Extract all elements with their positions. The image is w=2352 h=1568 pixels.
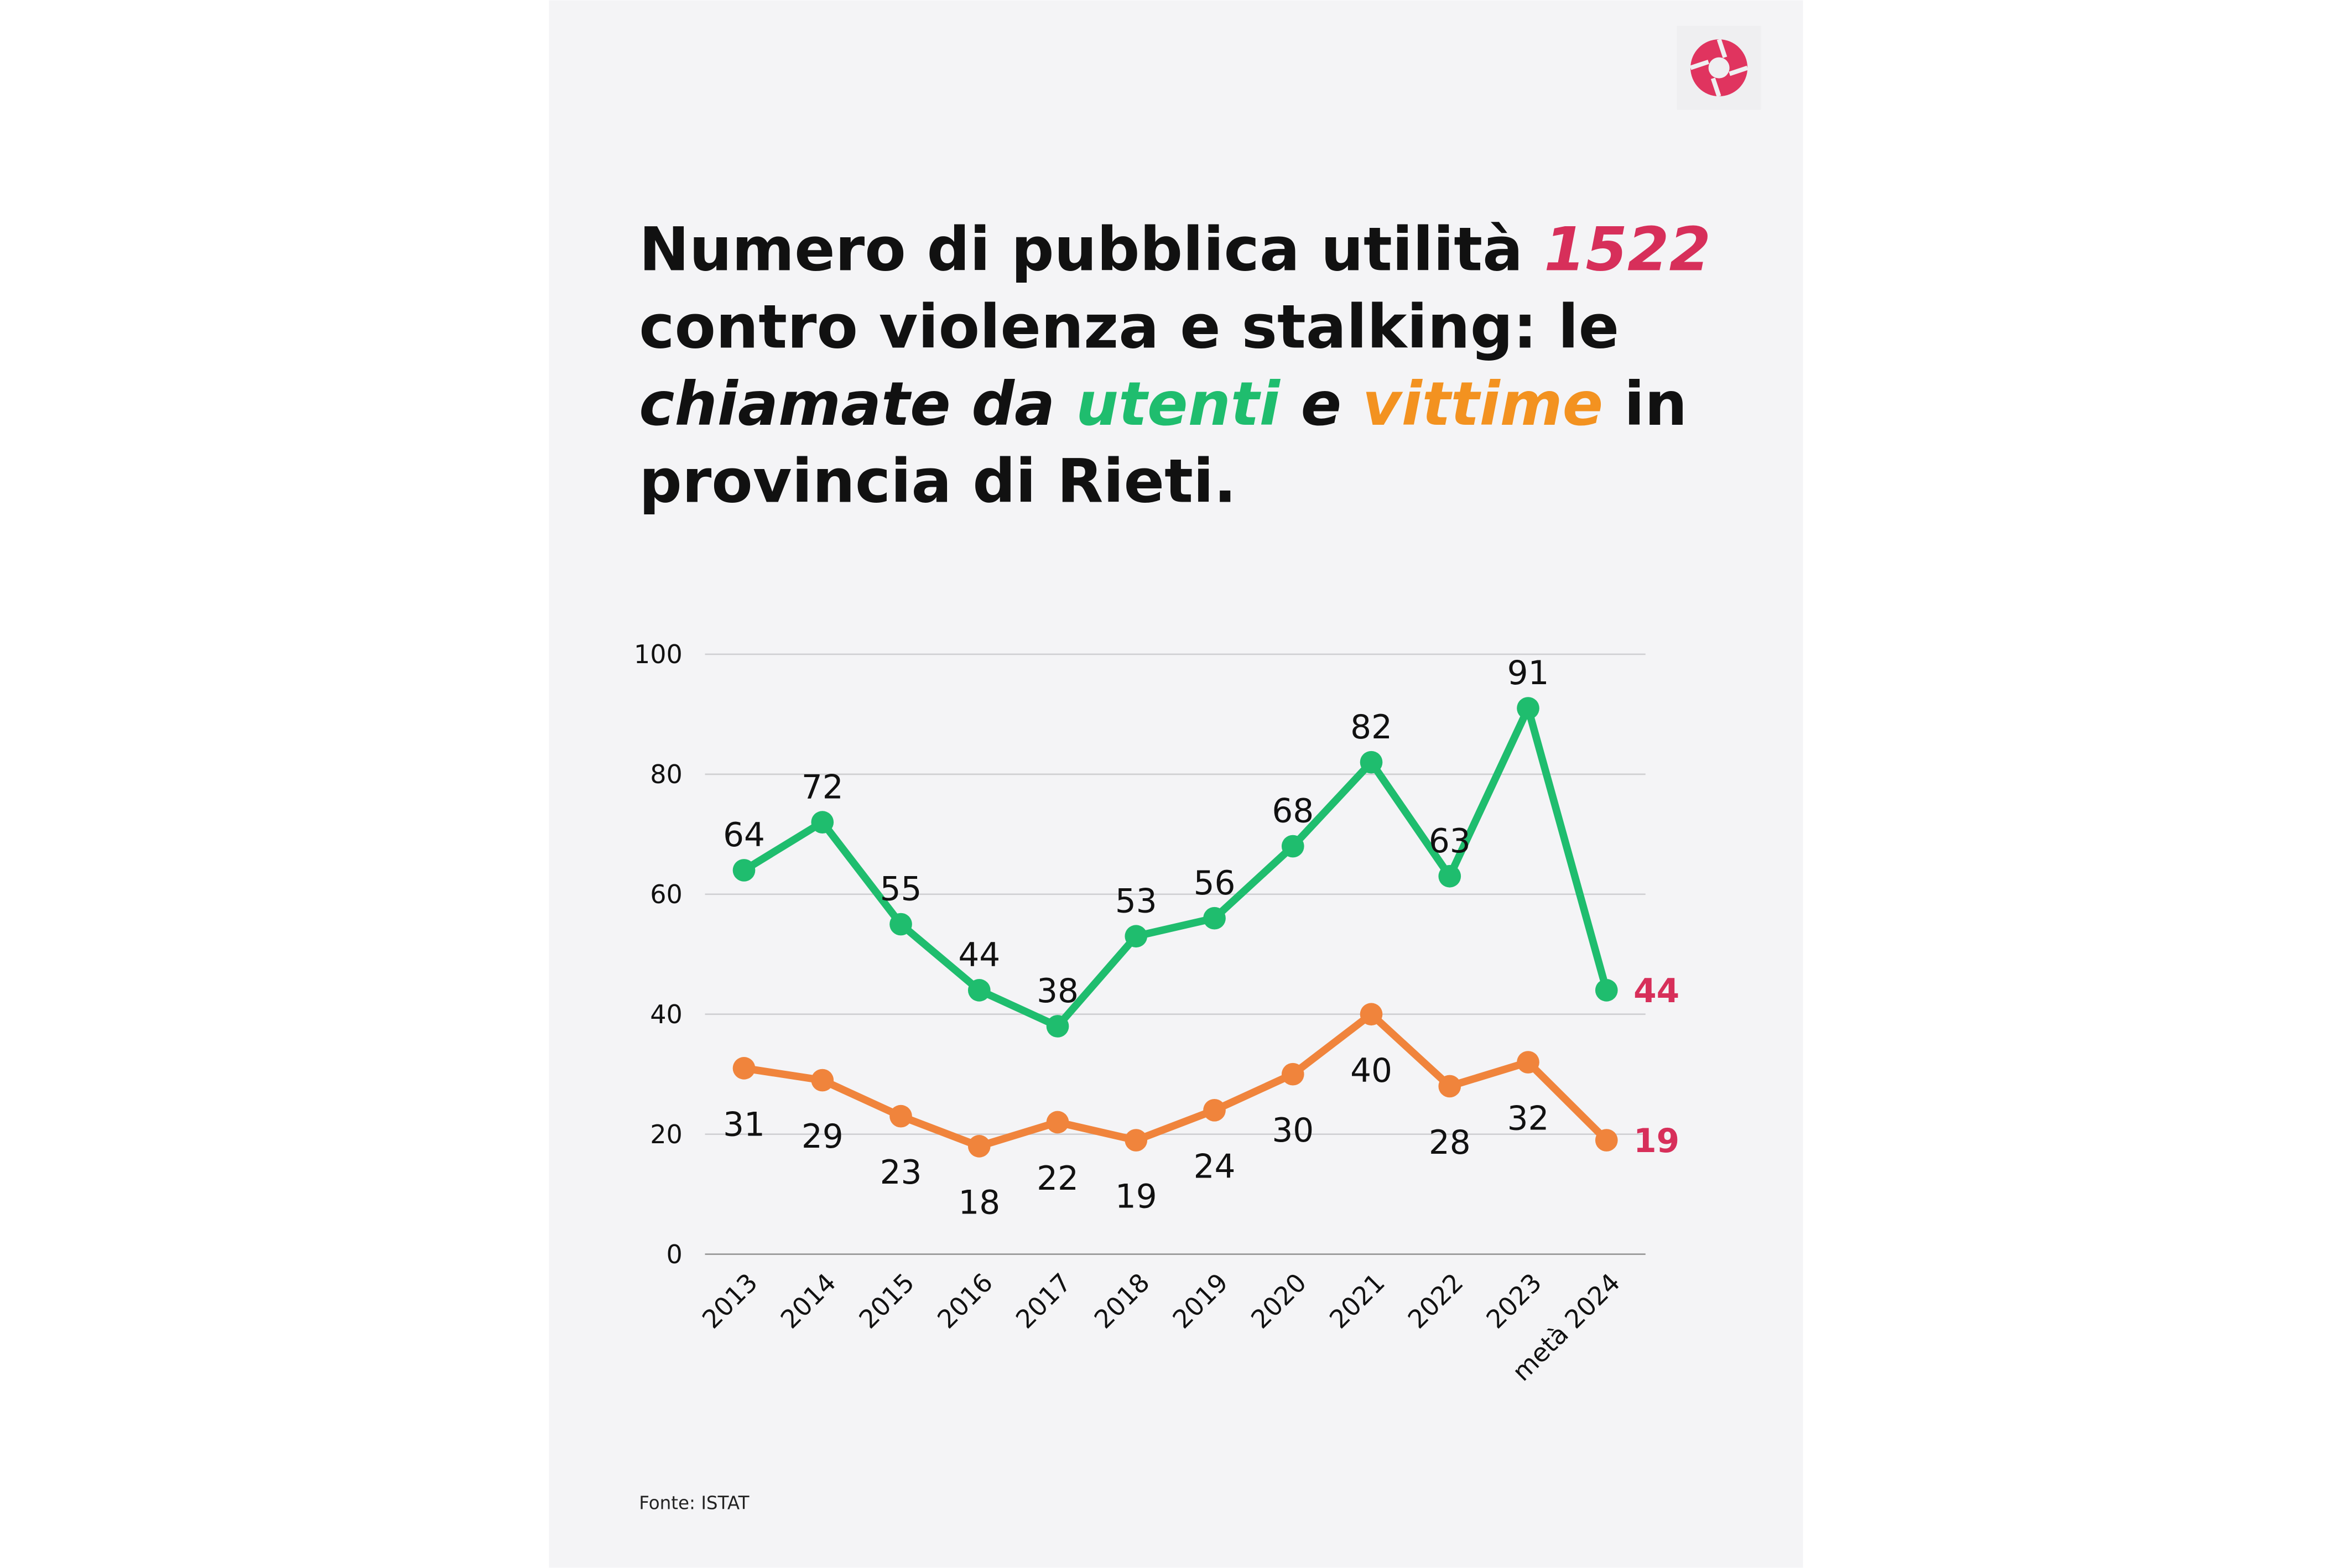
data-point xyxy=(1517,697,1539,720)
data-point xyxy=(1203,907,1226,930)
data-label: 63 xyxy=(1429,822,1471,861)
data-point xyxy=(1360,751,1383,774)
data-point xyxy=(1125,925,1148,948)
title-part: e xyxy=(1280,369,1362,439)
data-label: 30 xyxy=(1272,1112,1314,1150)
data-point xyxy=(811,1069,834,1092)
data-point xyxy=(1203,1098,1226,1122)
data-point xyxy=(732,1057,756,1080)
title-line: Numero di pubblica utilità 1522 xyxy=(639,215,1711,285)
y-tick-label: 0 xyxy=(667,1239,683,1269)
y-tick-label: 80 xyxy=(650,759,683,789)
title-line: chiamate da utenti e vittime in xyxy=(639,369,1687,439)
data-label: 91 xyxy=(1507,654,1549,692)
data-label: 44 xyxy=(958,936,1000,975)
data-point xyxy=(1360,1003,1383,1026)
data-point xyxy=(1595,1129,1618,1152)
title-line: contro violenza e stalking: le xyxy=(639,291,1619,362)
title-line: provincia di Rieti. xyxy=(639,446,1236,517)
logo xyxy=(1677,25,1761,110)
data-point xyxy=(1046,1111,1069,1134)
data-point xyxy=(889,1105,912,1128)
data-label: 18 xyxy=(958,1184,1000,1222)
data-label: 32 xyxy=(1507,1100,1549,1138)
data-label: 55 xyxy=(880,871,922,909)
title-part: 1522 xyxy=(1544,215,1711,285)
data-label: 38 xyxy=(1037,972,1079,1010)
data-point xyxy=(811,811,834,834)
data-label: 64 xyxy=(723,816,765,855)
data-point xyxy=(732,859,756,882)
data-label: 29 xyxy=(802,1118,844,1156)
title-part: utenti xyxy=(1076,369,1281,439)
title-part: Numero di pubblica utilità xyxy=(639,215,1544,285)
series-line xyxy=(742,704,1610,1030)
data-point xyxy=(1281,1062,1304,1086)
data-label: 72 xyxy=(802,768,844,806)
data-point xyxy=(967,1135,991,1158)
data-label: 56 xyxy=(1194,864,1236,903)
data-point xyxy=(967,979,991,1002)
data-label: 23 xyxy=(880,1154,922,1192)
data-point xyxy=(1595,979,1618,1002)
data-label: 28 xyxy=(1429,1124,1471,1162)
title-part: vittime xyxy=(1362,369,1603,439)
data-point xyxy=(1438,864,1461,888)
title-part: chiamate da xyxy=(639,369,1076,439)
data-label: 22 xyxy=(1037,1160,1079,1198)
data-label: 24 xyxy=(1194,1148,1236,1186)
y-tick-label: 100 xyxy=(634,639,683,669)
source: Fonte: ISTAT xyxy=(639,1493,749,1514)
title-part: contro violenza e stalking: le xyxy=(639,291,1619,362)
data-point xyxy=(1517,1051,1539,1074)
title-part: in xyxy=(1603,369,1687,439)
data-label: 19 xyxy=(1633,1122,1679,1160)
panel xyxy=(549,0,1803,1568)
data-label: 44 xyxy=(1633,972,1679,1010)
data-point xyxy=(1281,835,1304,858)
data-label: 31 xyxy=(723,1106,765,1144)
data-point xyxy=(1125,1129,1148,1152)
data-point xyxy=(889,913,912,936)
series-line xyxy=(743,1010,1610,1150)
data-label: 53 xyxy=(1115,882,1157,920)
title-part: provincia di Rieti. xyxy=(639,446,1236,517)
data-point xyxy=(1046,1015,1069,1038)
y-tick-label: 20 xyxy=(650,1119,683,1149)
data-label: 68 xyxy=(1272,793,1314,831)
data-label: 82 xyxy=(1350,709,1392,747)
data-label: 40 xyxy=(1350,1052,1392,1090)
data-label: 19 xyxy=(1115,1178,1157,1216)
data-point xyxy=(1438,1075,1461,1098)
y-tick-label: 60 xyxy=(650,879,683,909)
y-tick-label: 40 xyxy=(650,999,683,1029)
